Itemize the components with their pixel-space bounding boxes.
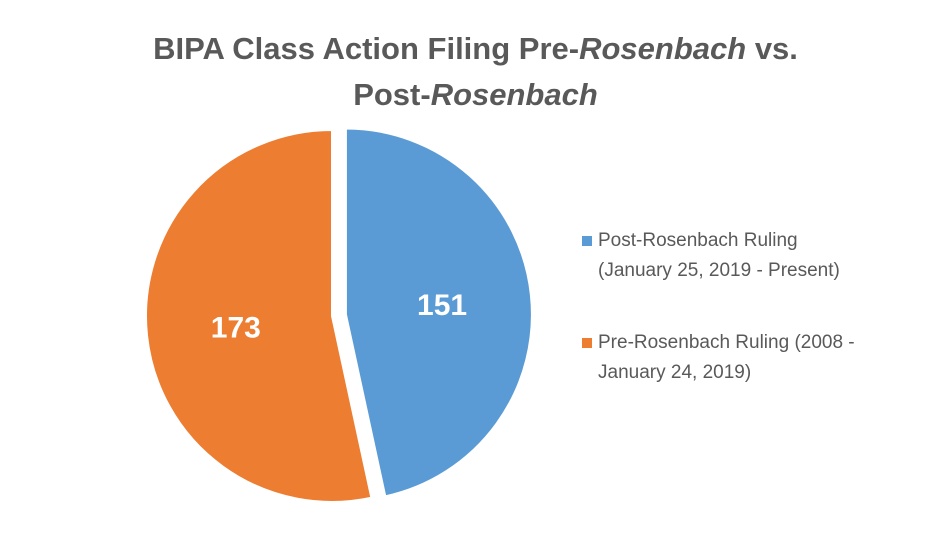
chart-title-part: Post- <box>353 77 431 112</box>
legend-label: Post-Rosenbach Ruling (January 25, 2019 … <box>598 230 840 281</box>
pie-slice-label-1: 151 <box>417 289 467 322</box>
chart-title-part: vs. <box>746 31 798 66</box>
legend-item-2: Pre-Rosenbach Ruling (2008 - January 24,… <box>582 328 932 388</box>
legend-swatch <box>582 338 592 348</box>
legend-item-1: Post-Rosenbach Ruling (January 25, 2019 … <box>582 226 932 286</box>
chart-title-part: BIPA Class Action Filing Pre- <box>153 31 580 66</box>
chart-title-part: Rosenbach <box>430 77 598 112</box>
pie-slice-2 <box>145 128 373 503</box>
chart-title: BIPA Class Action Filing Pre-Rosenbach v… <box>0 26 951 118</box>
chart-legend: Post-Rosenbach Ruling (January 25, 2019 … <box>582 226 932 430</box>
legend-label: Pre-Rosenbach Ruling (2008 - January 24,… <box>598 332 855 383</box>
legend-swatch <box>582 236 592 246</box>
pie-slice-1 <box>344 127 533 498</box>
chart-title-part: Rosenbach <box>579 31 747 66</box>
pie-slice-label-2: 173 <box>211 311 261 344</box>
